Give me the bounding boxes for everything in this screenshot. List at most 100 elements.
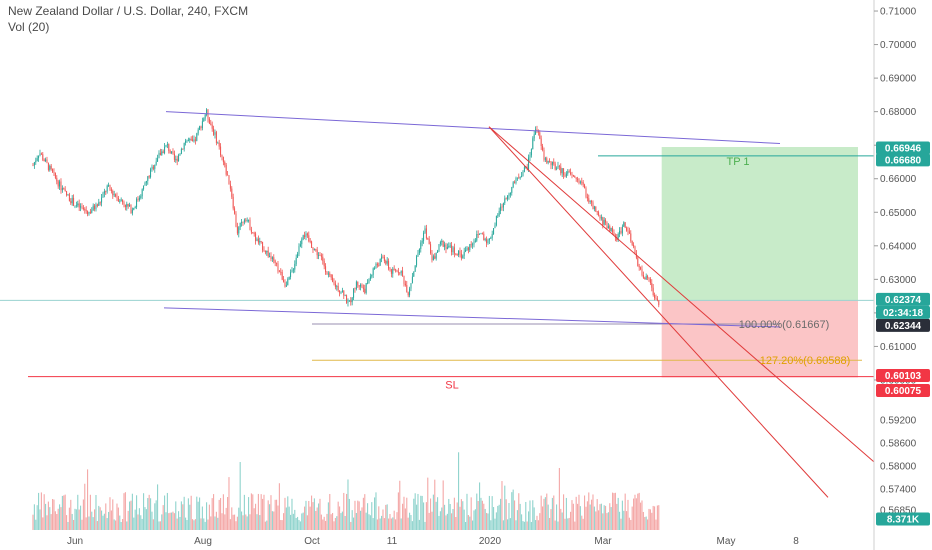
volume-bar [56,513,58,530]
candle [124,204,126,207]
volume-bar [494,518,496,530]
candle [130,205,132,214]
volume-bar [203,518,205,530]
volume-bar [305,500,307,530]
volume-bar [87,469,89,530]
volume-bar [466,493,468,530]
candle [431,253,433,261]
candle [84,209,86,211]
volume-bar [540,495,542,530]
candle [129,205,131,207]
volume-bar [631,506,633,530]
volume-bar [470,497,472,530]
candle [609,226,611,232]
volume-bar [353,517,355,530]
symbol-title[interactable]: New Zealand Dollar / U.S. Dollar, 240, F… [8,4,249,18]
candle [140,196,142,198]
volume-bar [409,512,411,530]
volume-bar [101,510,103,530]
volume-bar [547,504,549,530]
candle [189,139,191,141]
volume-bar [641,500,643,530]
volume-bar [498,504,500,530]
candle [210,123,212,125]
candle [294,264,296,270]
volume-bar [558,467,560,530]
candle [648,277,650,280]
candle [372,268,374,275]
volume-bar [579,506,581,530]
candle [630,233,632,241]
candle [469,244,471,251]
candle [112,191,114,196]
volume-bar [344,515,346,530]
volume-bar [98,505,100,530]
volume-bar [560,508,562,530]
volume-bar [112,499,114,530]
volume-bar [190,495,192,530]
candle [397,271,399,273]
candle [494,225,496,229]
volume-bar [299,521,301,530]
candle [98,202,100,206]
candle [243,219,245,223]
volume-bar [318,503,320,530]
candle [218,142,220,147]
candle [610,228,612,232]
volume-bar [504,485,506,530]
volume-bar [430,498,432,530]
volume-bar [437,497,439,530]
volume-bar [360,510,362,530]
volume-bar [225,507,227,530]
volume-bar [333,521,335,530]
candle [613,232,615,236]
volume-bar [358,501,360,530]
volume-bar [502,520,504,530]
candle [549,161,551,162]
candle [563,168,565,176]
volume-bar [229,519,231,530]
candle [221,155,223,157]
volume-bar [148,494,150,530]
volume-bar [488,495,490,530]
volume-bar [500,498,502,530]
volume-bar [425,502,427,530]
volume-bar [605,505,607,530]
volume-bar [96,521,98,530]
candle [78,203,80,208]
candle [620,230,622,234]
volume-indicator-label[interactable]: Vol (20) [8,20,50,34]
volume-bar [526,521,528,530]
candle [236,226,238,234]
volume-bar [145,509,147,530]
volume-bar [280,519,282,530]
candle [35,160,37,163]
volume-bar [539,513,541,530]
candle [327,273,329,275]
volume-bar [446,513,448,530]
candle [376,263,378,266]
volume-bar [501,481,503,530]
candle [211,124,213,129]
candle [399,272,401,274]
candle [557,165,559,169]
volume-bar [319,498,321,530]
volume-bar [330,514,332,530]
candle [455,253,457,255]
volume-bar [400,518,402,530]
candle [105,191,107,192]
volume-bar [54,511,56,530]
candle [448,246,450,248]
candle [425,228,427,239]
volume-bar [365,512,367,530]
candle [369,276,371,280]
candle [32,165,34,167]
price-tag-bg [876,292,930,306]
volume-bar [551,497,553,530]
candle [444,244,446,247]
volume-bar [442,480,444,530]
volume-bar [635,498,637,530]
volume-bar [164,495,166,530]
volume-bar [172,511,174,530]
